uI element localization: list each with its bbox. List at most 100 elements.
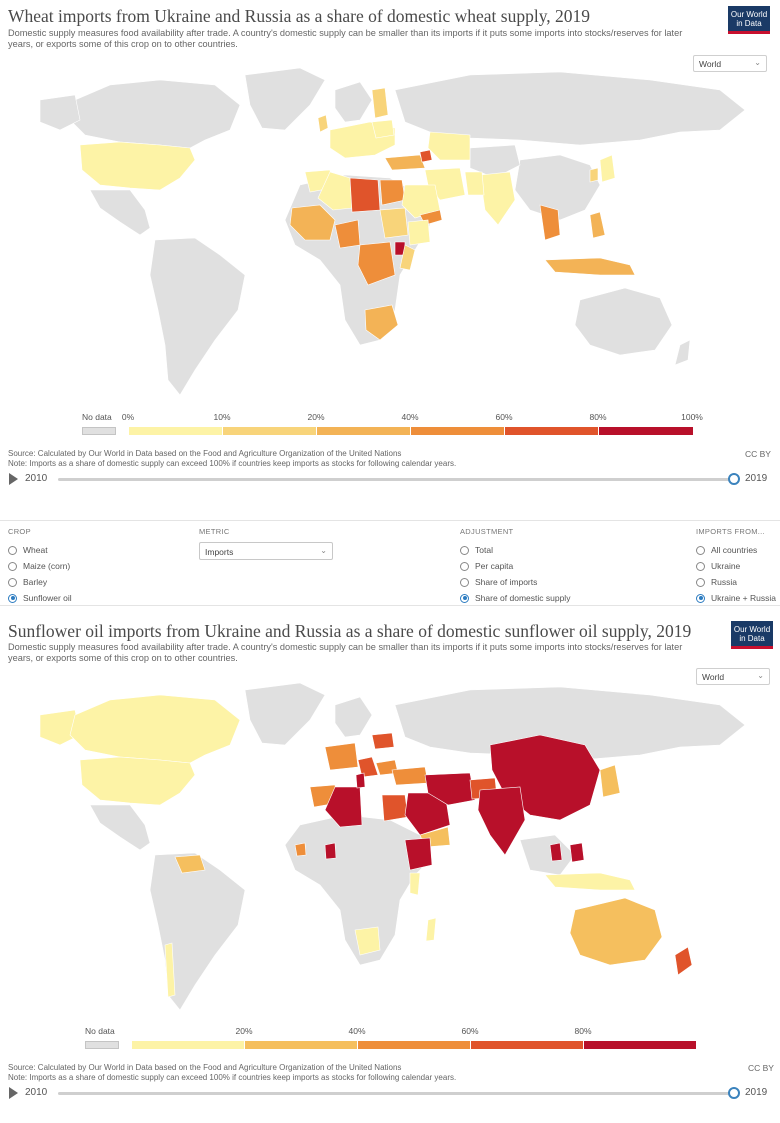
legend-bin: [128, 427, 222, 435]
world-map[interactable]: [0, 675, 780, 1015]
owid-logo[interactable]: Our World in Data: [728, 6, 770, 34]
timeline[interactable]: 2010 2019: [0, 1085, 780, 1103]
country-mexico: [89, 189, 151, 236]
timeline-handle[interactable]: [728, 473, 740, 485]
legend-tick: 20%: [235, 1026, 253, 1036]
adjustment-option-total[interactable]: Total: [460, 542, 570, 558]
radio-selected-icon[interactable]: [8, 593, 17, 603]
country-australia: [569, 897, 663, 966]
country-central-asia: [469, 144, 521, 179]
adjustment-option-share-of-domestic-supply[interactable]: Share of domestic supply: [460, 590, 570, 606]
play-icon[interactable]: [9, 1087, 18, 1099]
country-south-america: [149, 237, 246, 396]
country-libya: [349, 177, 381, 213]
legend-bin: [598, 427, 693, 435]
timeline[interactable]: 2010 2019: [0, 471, 780, 489]
source-text: Source: Calculated by Our World in Data …: [8, 1063, 402, 1072]
country-canada: [69, 79, 241, 149]
legend-bin: [244, 1041, 357, 1049]
country-southern-africa: [354, 926, 381, 956]
timeline-start-year: 2010: [25, 1087, 48, 1098]
imports-option-all[interactable]: All countries: [696, 542, 776, 558]
legend-nodata-swatch: [82, 427, 116, 435]
radio-icon[interactable]: [696, 561, 705, 571]
legend-tick: 40%: [401, 412, 419, 422]
timeline-end-year: 2019: [745, 1087, 768, 1098]
crop-option-wheat[interactable]: Wheat: [8, 542, 72, 558]
country-ethiopia: [407, 219, 431, 246]
radio-icon[interactable]: [8, 561, 17, 571]
country-egypt: [381, 794, 409, 822]
country-japan: [599, 154, 616, 183]
radio-icon[interactable]: [8, 545, 17, 555]
metric-label: METRIC: [199, 527, 230, 536]
country-caucasus: [419, 149, 433, 163]
country-west-africa: [294, 842, 307, 857]
world-map[interactable]: [0, 60, 780, 405]
license-link[interactable]: CC BY: [745, 449, 771, 459]
legend-nodata-swatch: [85, 1041, 119, 1049]
crop-option-maize[interactable]: Maize (corn): [8, 558, 72, 574]
metric-select[interactable]: Imports ⌄: [199, 542, 333, 560]
source-note: Source: Calculated by Our World in Data …: [8, 449, 456, 469]
country-philippines: [589, 211, 606, 239]
country-kazakhstan: [427, 131, 471, 161]
country-iraq-iran: [424, 772, 476, 806]
timeline-track[interactable]: [58, 1092, 733, 1095]
sunflower-oil-map-panel: Sunflower oil imports from Ukraine and R…: [0, 617, 780, 1123]
owid-logo[interactable]: Our World in Data: [731, 621, 773, 649]
country-australia: [574, 287, 673, 356]
country-usa: [79, 756, 196, 806]
play-icon[interactable]: [9, 473, 18, 485]
legend-bin: [131, 1041, 244, 1049]
metric-control: METRIC Imports ⌄: [199, 527, 333, 560]
region-select[interactable]: World ⌄: [693, 55, 767, 72]
radio-icon[interactable]: [8, 577, 17, 587]
chart-subtitle: Domestic supply measures food availabili…: [8, 642, 683, 663]
radio-selected-icon[interactable]: [460, 593, 469, 603]
radio-selected-icon[interactable]: [696, 593, 705, 603]
imports-option-ukraine-russia[interactable]: Ukraine + Russia: [696, 590, 776, 606]
country-tunisia: [355, 772, 366, 789]
timeline-handle[interactable]: [728, 1087, 740, 1099]
country-europe-west: [324, 742, 359, 771]
radio-icon[interactable]: [460, 561, 469, 571]
imports-option-ukraine[interactable]: Ukraine: [696, 558, 776, 574]
country-indonesia: [544, 872, 636, 891]
legend-bin: [222, 427, 316, 435]
radio-icon[interactable]: [696, 545, 705, 555]
country-southern-africa: [364, 304, 399, 341]
license-link[interactable]: CC BY: [748, 1063, 774, 1073]
wheat-map-panel: Wheat imports from Ukraine and Russia as…: [0, 0, 780, 492]
country-alaska: [39, 709, 81, 746]
note-text: Note: Imports as a share of domestic sup…: [8, 1073, 457, 1082]
crop-label: CROP: [8, 527, 31, 536]
crop-option-sunflower-oil[interactable]: Sunflower oil: [8, 590, 72, 606]
country-korea-japan: [599, 764, 621, 798]
legend-tick: 20%: [307, 412, 325, 422]
radio-icon[interactable]: [460, 577, 469, 587]
adjustment-option-share-of-imports[interactable]: Share of imports: [460, 574, 570, 590]
crop-control: CROP Wheat Maize (corn) Barley Sunflower…: [8, 527, 72, 606]
country-southeast-asia-grey: [519, 834, 576, 876]
country-turkey: [391, 766, 429, 786]
legend-bin: [470, 1041, 583, 1049]
adjustment-control: ADJUSTMENT Total Per capita Share of imp…: [460, 527, 570, 606]
country-russia: [394, 686, 746, 761]
country-italy: [357, 756, 379, 778]
chevron-down-icon: ⌄: [754, 58, 761, 67]
adjustment-option-per-capita[interactable]: Per capita: [460, 558, 570, 574]
chevron-down-icon: ⌄: [320, 546, 327, 555]
radio-icon[interactable]: [460, 545, 469, 555]
radio-icon[interactable]: [696, 577, 705, 587]
timeline-track[interactable]: [58, 478, 733, 481]
country-drc: [357, 241, 396, 286]
country-algeria: [324, 786, 363, 828]
crop-option-barley[interactable]: Barley: [8, 574, 72, 590]
imports-option-russia[interactable]: Russia: [696, 574, 776, 590]
legend-nodata-label: No data: [85, 1026, 115, 1036]
country-china: [514, 154, 601, 221]
country-greenland: [244, 67, 326, 131]
country-southeast-asia: [539, 204, 561, 241]
region-select[interactable]: World ⌄: [696, 668, 770, 685]
